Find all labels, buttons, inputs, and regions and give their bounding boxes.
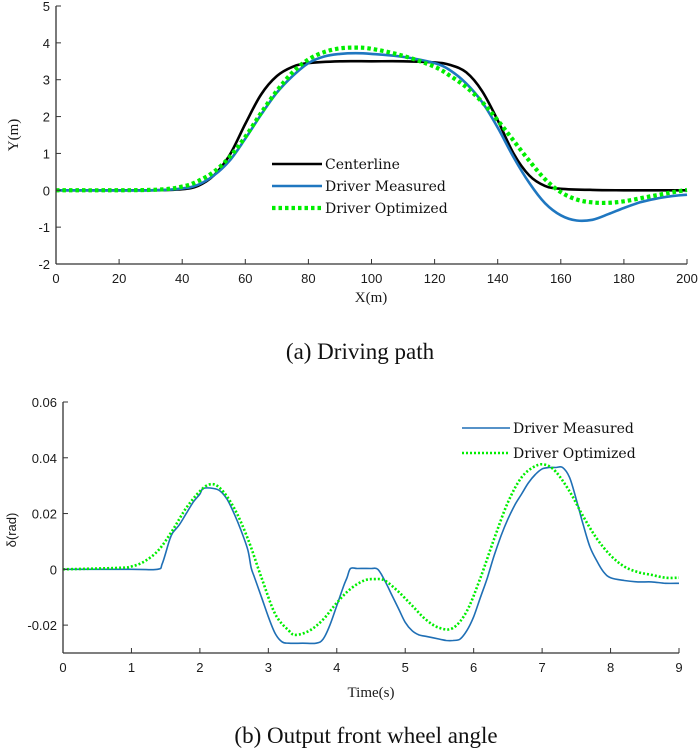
legend-label-driver-measured: Driver Measured — [325, 179, 446, 195]
y-axis-label: Y(m) — [6, 119, 22, 152]
x-tick-label: 9 — [675, 660, 682, 675]
x-axis-label: Time(s) — [348, 685, 395, 701]
x-tick-label: 160 — [550, 271, 572, 286]
x-tick-label: 20 — [112, 271, 126, 286]
x-tick-label: 0 — [59, 660, 66, 675]
x-tick-label: 40 — [175, 271, 189, 286]
tick-labels: 0 1 2 3 4 5 6 7 8 9 -0.02 0 0.02 0.04 0.06 — [27, 395, 682, 675]
x-axis-label: X(m) — [355, 290, 388, 306]
y-tick-label: 5 — [43, 0, 50, 14]
series-line-driver-measured — [63, 465, 680, 645]
series-line-driver-optimized — [55, 45, 688, 206]
y-tick-label: 2 — [43, 110, 50, 125]
legend-label-driver-measured: Driver Measured — [513, 421, 634, 437]
y-tick-label: 0 — [50, 562, 57, 577]
series-line-driver-measured — [55, 51, 688, 223]
y-tick-label: -1 — [38, 220, 50, 235]
caption-a: (a) Driving path — [286, 339, 435, 364]
legend: Driver Measured Driver Optimized — [462, 421, 636, 462]
x-tick-label: 4 — [333, 660, 340, 675]
x-tick-label: 80 — [301, 271, 315, 286]
x-tick-label: 5 — [402, 660, 409, 675]
x-tick-label: 7 — [538, 660, 545, 675]
y-axis-label: δ(rad) — [4, 513, 19, 548]
x-tick-label: 0 — [52, 271, 59, 286]
axes — [62, 401, 680, 654]
x-tick-label: 120 — [424, 271, 446, 286]
x-tick-label: 6 — [470, 660, 477, 675]
x-tick-label: 1 — [128, 660, 135, 675]
x-tick-label: 60 — [238, 271, 252, 286]
legend-label-driver-optimized: Driver Optimized — [325, 201, 448, 217]
driving-path-chart: 0 20 40 60 80 100 120 140 160 180 200 -2 -1 0 1 2 3 4 5 X(… — [6, 0, 698, 364]
x-tick-label: 140 — [487, 271, 509, 286]
series-line-driver-optimized — [62, 462, 680, 637]
axes — [55, 5, 688, 265]
x-tick-label: 2 — [196, 660, 203, 675]
x-tick-label: 200 — [676, 271, 698, 286]
y-tick-label: 0.04 — [32, 451, 57, 466]
series-group — [55, 45, 688, 223]
y-tick-label: -0.02 — [27, 618, 57, 633]
caption-b: (b) Output front wheel angle — [234, 723, 497, 748]
y-tick-label: 1 — [43, 146, 50, 161]
y-tick-label: 4 — [43, 36, 50, 51]
y-tick-label: 3 — [43, 73, 50, 88]
y-tick-label: 0.02 — [32, 507, 57, 522]
series-group — [62, 462, 680, 645]
x-tick-label: 8 — [607, 660, 614, 675]
y-tick-label: -2 — [38, 257, 50, 272]
legend-label-driver-optimized: Driver Optimized — [513, 446, 636, 462]
front-wheel-angle-chart: 0 1 2 3 4 5 6 7 8 9 -0.02 0 0.02 0.04 0.06 Time(s) δ(r… — [4, 395, 683, 748]
legend: Centerline Driver Measured Driver Optimize… — [272, 157, 448, 217]
x-tick-label: 180 — [613, 271, 635, 286]
x-tick-label: 100 — [361, 271, 383, 286]
legend-label-centerline: Centerline — [325, 157, 400, 173]
tick-labels: 0 20 40 60 80 100 120 140 160 180 200 -2 -1 0 1 2 3 4 5 — [38, 0, 697, 286]
x-tick-label: 3 — [265, 660, 272, 675]
y-tick-label: 0 — [43, 183, 50, 198]
y-tick-label: 0.06 — [32, 395, 57, 410]
